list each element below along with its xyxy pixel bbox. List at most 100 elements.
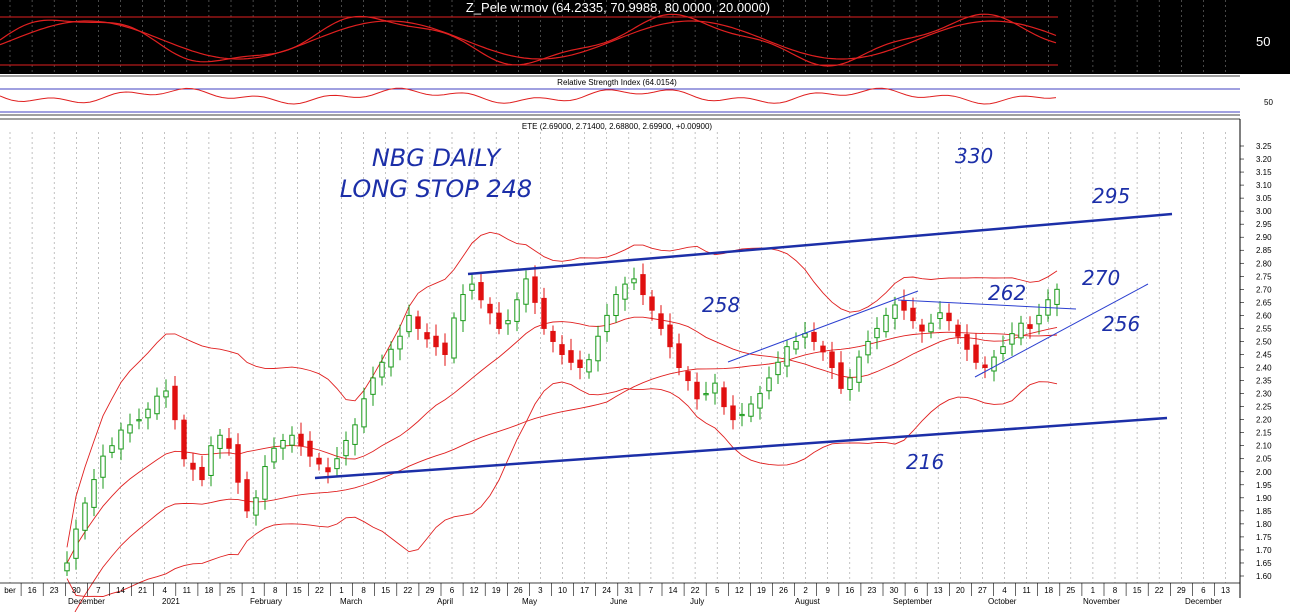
oscillator-line-slow: [0, 20, 1057, 60]
candle: [118, 422, 124, 461]
trend-line-upper: [467, 212, 1173, 276]
candle: [586, 353, 592, 379]
candle: [613, 286, 619, 323]
month-label: October: [988, 597, 1017, 606]
x-tick-label: ber: [4, 586, 16, 595]
y-tick-label: 2.20: [1256, 416, 1272, 425]
month-label: November: [1083, 597, 1120, 606]
candle: [244, 471, 250, 518]
x-tick-label: 1: [251, 586, 256, 595]
candle: [757, 385, 763, 420]
candle: [217, 428, 223, 459]
x-tick-label: 12: [470, 586, 479, 595]
candle: [64, 551, 70, 576]
x-tick-label: 17: [580, 586, 589, 595]
candle: [172, 375, 178, 430]
candle: [136, 408, 142, 430]
candle: [415, 310, 421, 340]
candle: [478, 273, 484, 309]
x-tick-label: 22: [1155, 586, 1164, 595]
x-tick-label: 26: [514, 586, 523, 595]
candle: [937, 301, 943, 330]
x-tick-label: 13: [934, 586, 943, 595]
x-tick-label: 29: [425, 586, 434, 595]
bollinger-middle: [66, 316, 1058, 564]
candle: [784, 340, 790, 378]
candle: [280, 433, 286, 460]
x-tick-label: 11: [183, 586, 192, 595]
y-tick-label: 3.25: [1256, 142, 1272, 151]
candle: [208, 436, 214, 487]
x-tick-label: 11: [1022, 586, 1031, 595]
candle: [991, 350, 997, 382]
x-tick-label: 15: [293, 586, 302, 595]
x-tick-label: 15: [1133, 586, 1142, 595]
candle: [370, 366, 376, 406]
candle: [739, 402, 745, 427]
annotation-title-line2: LONG STOP 248: [340, 175, 532, 203]
candle: [523, 270, 529, 313]
x-tick-label: 22: [315, 586, 324, 595]
x-axis-months: December 2021 February March April May June Jul…: [68, 597, 1222, 606]
annotation-label-330: 330: [955, 144, 993, 168]
x-tick-label: 22: [403, 586, 412, 595]
candle: [667, 313, 673, 359]
month-label: July: [690, 597, 704, 606]
candle: [865, 330, 871, 364]
candle: [658, 305, 664, 336]
price-vertical-grid: [9, 132, 1226, 583]
x-tick-label: 18: [204, 586, 213, 595]
x-tick-label: 19: [492, 586, 501, 595]
candle: [127, 413, 133, 443]
candle: [973, 333, 979, 370]
x-tick-label: 29: [1177, 586, 1186, 595]
candle: [892, 296, 898, 330]
candle: [190, 453, 196, 481]
annotation-label-258: 258: [702, 293, 740, 317]
x-tick-label: 8: [1113, 586, 1118, 595]
month-label: June: [610, 597, 628, 606]
y-tick-label: 1.70: [1256, 546, 1272, 555]
candle: [766, 366, 772, 400]
x-tick-label: 26: [779, 586, 788, 595]
x-tick-label: 27: [978, 586, 987, 595]
y-tick-label: 1.80: [1256, 520, 1272, 529]
x-tick-label: 4: [162, 586, 167, 595]
y-tick-label: 2.85: [1256, 246, 1272, 255]
candle: [145, 402, 151, 430]
x-tick-label: 23: [867, 586, 876, 595]
candle: [802, 321, 808, 349]
x-tick-label: 31: [624, 586, 633, 595]
candle: [262, 455, 268, 510]
candle: [1054, 283, 1060, 317]
x-tick-label: 14: [669, 586, 678, 595]
oscillator-line-fast: [0, 13, 1057, 67]
y-tick-label: 3.10: [1256, 181, 1272, 190]
candle: [199, 455, 205, 487]
candle: [253, 490, 259, 526]
candle: [334, 447, 340, 477]
y-tick-label: 2.05: [1256, 455, 1272, 464]
price-title: ETE (2.69000, 2.71400, 2.68800, 2.69900,…: [522, 122, 712, 131]
oscillator-axis-label: 50: [1256, 34, 1270, 49]
long-moving-average: [74, 331, 1058, 612]
y-tick-label: 2.70: [1256, 285, 1272, 294]
annotation-label-270: 270: [1082, 266, 1120, 290]
candle: [955, 319, 961, 344]
x-tick-label: 9: [825, 586, 830, 595]
y-tick-label: 2.50: [1256, 337, 1272, 346]
candle: [379, 354, 385, 386]
oscillator-panel: Z_Pele w:mov (64.2335, 70.9988, 80.0000,…: [0, 0, 1290, 74]
x-tick-label: 25: [227, 586, 236, 595]
candle: [451, 312, 457, 364]
y-tick-label: 2.90: [1256, 233, 1272, 242]
candle: [424, 323, 430, 348]
x-tick-label: 8: [273, 586, 278, 595]
bollinger-lower: [66, 381, 1058, 597]
candle: [883, 307, 889, 338]
candle: [163, 379, 169, 408]
month-label: December: [1185, 597, 1222, 606]
candle: [712, 373, 718, 405]
y-tick-label: 3.15: [1256, 168, 1272, 177]
